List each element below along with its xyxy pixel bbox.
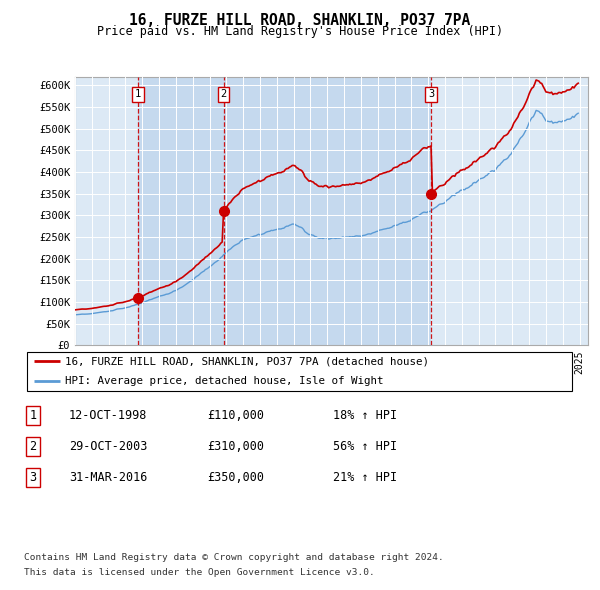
Text: 3: 3 <box>428 89 434 99</box>
Text: HPI: Average price, detached house, Isle of Wight: HPI: Average price, detached house, Isle… <box>65 376 384 386</box>
Text: £310,000: £310,000 <box>207 440 264 453</box>
Bar <box>138 77 224 345</box>
FancyBboxPatch shape <box>27 352 572 391</box>
Text: 1: 1 <box>135 89 141 99</box>
Text: 56% ↑ HPI: 56% ↑ HPI <box>333 440 397 453</box>
Text: 21% ↑ HPI: 21% ↑ HPI <box>333 471 397 484</box>
Text: 2: 2 <box>220 89 227 99</box>
Text: £350,000: £350,000 <box>207 471 264 484</box>
Text: 16, FURZE HILL ROAD, SHANKLIN, PO37 7PA: 16, FURZE HILL ROAD, SHANKLIN, PO37 7PA <box>130 13 470 28</box>
Bar <box>224 77 431 345</box>
Text: 29-OCT-2003: 29-OCT-2003 <box>69 440 148 453</box>
Text: Price paid vs. HM Land Registry's House Price Index (HPI): Price paid vs. HM Land Registry's House … <box>97 25 503 38</box>
Text: 2: 2 <box>29 440 37 453</box>
Text: 18% ↑ HPI: 18% ↑ HPI <box>333 409 397 422</box>
Text: This data is licensed under the Open Government Licence v3.0.: This data is licensed under the Open Gov… <box>24 568 375 577</box>
Text: Contains HM Land Registry data © Crown copyright and database right 2024.: Contains HM Land Registry data © Crown c… <box>24 553 444 562</box>
Text: 12-OCT-1998: 12-OCT-1998 <box>69 409 148 422</box>
Text: 3: 3 <box>29 471 37 484</box>
Text: £110,000: £110,000 <box>207 409 264 422</box>
Text: 31-MAR-2016: 31-MAR-2016 <box>69 471 148 484</box>
Text: 16, FURZE HILL ROAD, SHANKLIN, PO37 7PA (detached house): 16, FURZE HILL ROAD, SHANKLIN, PO37 7PA … <box>65 356 430 366</box>
Text: 1: 1 <box>29 409 37 422</box>
